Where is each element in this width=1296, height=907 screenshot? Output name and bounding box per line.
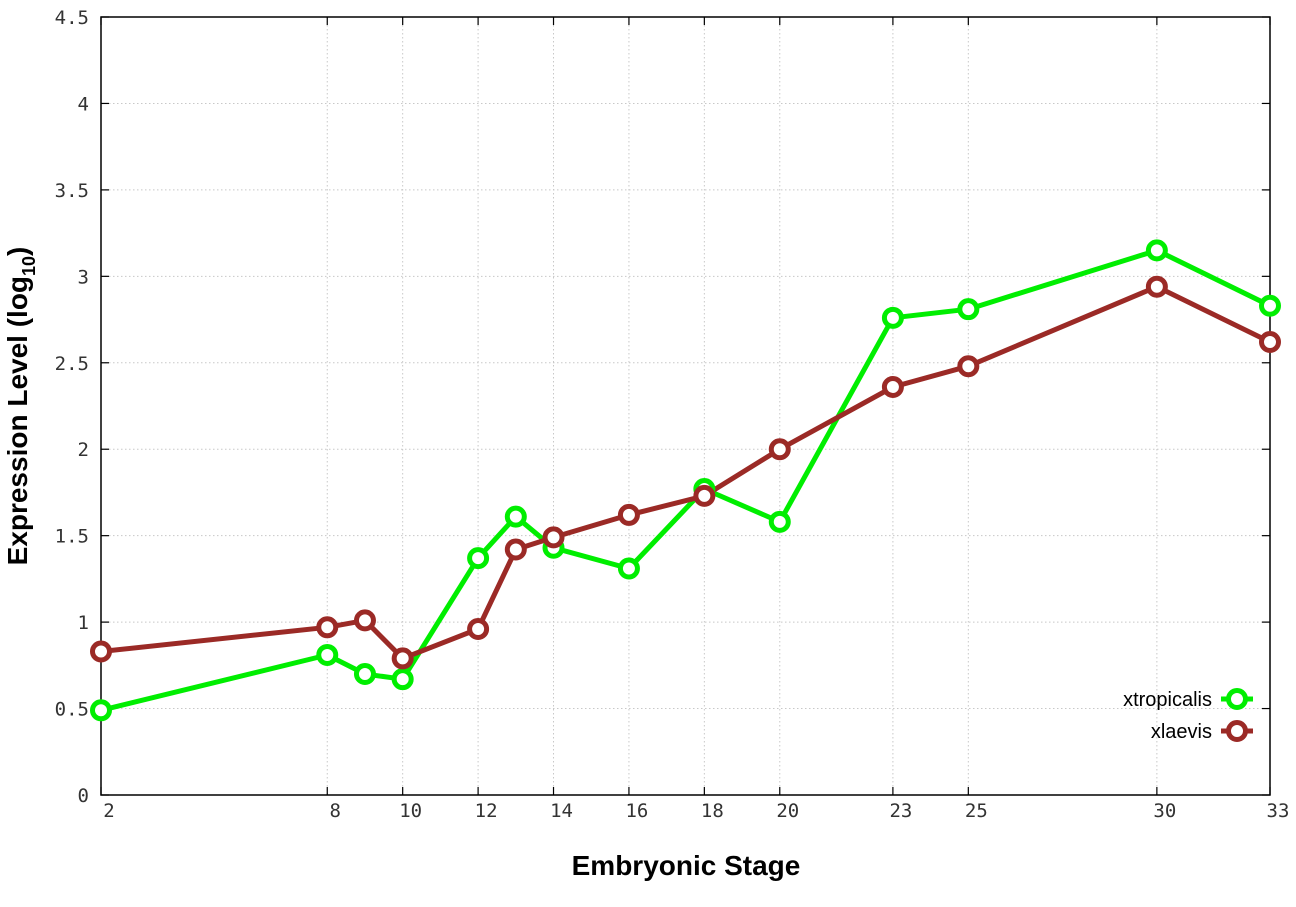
data-point-xtropicalis <box>504 505 527 528</box>
x-tick-label: 20 <box>776 800 799 822</box>
grid <box>101 17 1270 795</box>
series-line-xlaevis <box>100 284 1272 661</box>
x-tick-label: 16 <box>625 800 648 822</box>
legend-marker-xtropicalis <box>1226 688 1248 710</box>
y-tick-label: 3.5 <box>55 180 89 202</box>
x-tick-label: 12 <box>475 800 498 822</box>
x-tick-label: 33 <box>1267 800 1290 822</box>
data-point-xlaevis <box>693 484 716 507</box>
data-point-xlaevis <box>391 647 414 670</box>
x-tick-label: 2 <box>103 800 114 822</box>
legend-label-xlaevis: xlaevis <box>1151 721 1212 743</box>
y-axis-title-subscript: 10 <box>19 256 39 276</box>
data-point-xtropicalis <box>467 547 490 570</box>
x-tick-label: 8 <box>330 800 341 822</box>
data-point-xlaevis <box>957 355 980 378</box>
data-point-xlaevis <box>316 616 339 639</box>
y-tick-label: 4.5 <box>55 7 89 29</box>
legend-label-xtropicalis: xtropicalis <box>1123 689 1212 711</box>
data-point-xtropicalis <box>90 699 112 722</box>
x-tick-label: 30 <box>1153 800 1176 822</box>
data-point-xtropicalis <box>617 557 640 580</box>
y-tick-label: 0 <box>78 785 89 807</box>
y-tick-label: 1.5 <box>55 526 89 548</box>
data-point-xtropicalis <box>957 298 980 321</box>
data-point-xtropicalis <box>353 662 376 685</box>
y-axis-title-main: Expression Level (log <box>2 276 33 565</box>
data-point-xtropicalis <box>391 668 414 691</box>
axis-ticks: 0 0.5 1 1.5 2 2.5 3 3.5 4 4.5 2 8 10 12 14 16 18 20 23 25 30… <box>55 7 1290 822</box>
y-axis-title-close: ) <box>2 247 33 256</box>
y-tick-label: 2 <box>78 439 89 461</box>
data-point-xlaevis <box>617 503 640 526</box>
data-point-xlaevis <box>353 609 376 632</box>
x-tick-label: 25 <box>965 800 988 822</box>
plot-frame <box>100 16 1271 796</box>
x-tick-label: 18 <box>701 800 724 822</box>
data-point-xtropicalis <box>1145 239 1168 262</box>
y-tick-label: 3 <box>78 266 89 288</box>
y-tick-label: 0.5 <box>55 699 89 721</box>
y-axis-title: Expression Level (log10) <box>2 247 39 566</box>
data-point-xlaevis <box>504 538 527 561</box>
data-point-xtropicalis <box>881 306 904 329</box>
data-point-xlaevis <box>1145 275 1168 298</box>
x-tick-label: 23 <box>889 800 912 822</box>
x-tick-label: 14 <box>550 800 573 822</box>
x-axis-title: Embryonic Stage <box>572 850 801 881</box>
y-tick-label: 1 <box>78 612 89 634</box>
x-tick-label: 10 <box>399 800 422 822</box>
data-point-xlaevis <box>881 375 904 398</box>
data-point-xlaevis <box>768 438 791 461</box>
data-point-xtropicalis <box>1259 294 1281 317</box>
series-line-xtropicalis <box>100 247 1272 713</box>
data-point-xlaevis <box>90 640 112 663</box>
y-tick-label: 2.5 <box>55 353 89 375</box>
data-point-xlaevis <box>542 526 565 549</box>
legend: xtropicalis xlaevis <box>1123 688 1253 743</box>
data-point-xlaevis <box>467 618 490 641</box>
series-layer <box>90 239 1281 722</box>
data-point-xtropicalis <box>316 643 339 666</box>
legend-marker-xlaevis <box>1226 720 1248 742</box>
data-point-xtropicalis <box>768 510 791 533</box>
y-tick-label: 4 <box>78 93 89 115</box>
data-point-xlaevis <box>1259 331 1281 354</box>
